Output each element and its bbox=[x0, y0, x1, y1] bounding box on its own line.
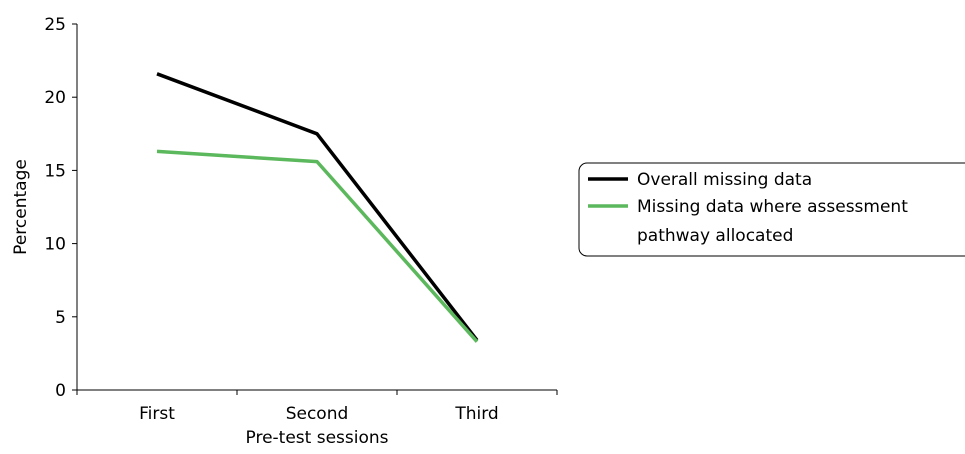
y-tick-label: 0 bbox=[55, 381, 66, 401]
y-tick-label: 20 bbox=[44, 88, 66, 108]
y-ticks bbox=[72, 23, 77, 391]
legend-box bbox=[578, 162, 965, 257]
y-tick-label: 25 bbox=[44, 15, 66, 35]
series-line-missing-data-assessment-pathway bbox=[156, 149, 479, 343]
y-tick-label: 5 bbox=[55, 308, 66, 328]
y-tick-labels: 0 5 10 15 20 25 bbox=[44, 15, 66, 401]
x-tick-label: First bbox=[139, 404, 175, 424]
x-tick-label: Second bbox=[286, 404, 349, 424]
y-tick-label: 15 bbox=[44, 161, 66, 181]
x-tick-label: Third bbox=[454, 404, 498, 424]
legend: Overall missing data Missing data where … bbox=[578, 162, 965, 257]
x-axis-title: Pre-test sessions bbox=[246, 428, 389, 448]
y-tick-label: 10 bbox=[44, 235, 66, 255]
y-axis-title: Percentage bbox=[11, 159, 31, 255]
x-tick-labels: First Second Third bbox=[139, 404, 499, 424]
legend-label-missing-data-assessment-pathway-line1: Missing data where assessment bbox=[637, 197, 908, 217]
legend-label-missing-data-assessment-pathway-line2: pathway allocated bbox=[637, 226, 793, 246]
x-ticks bbox=[76, 390, 558, 395]
series-line-overall-missing-data bbox=[156, 72, 479, 342]
legend-label-overall-missing-data: Overall missing data bbox=[637, 170, 812, 190]
